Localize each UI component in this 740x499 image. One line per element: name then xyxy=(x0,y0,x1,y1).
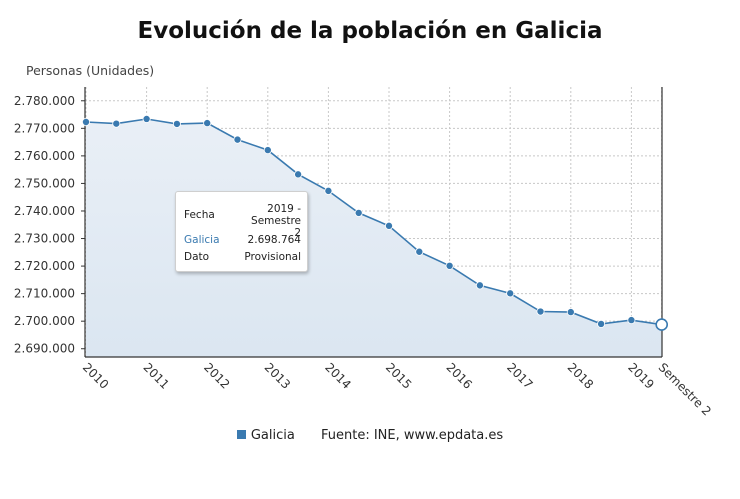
legend-item-galicia[interactable]: Galicia xyxy=(236,428,299,443)
y-axis-ticks: 2.690.000 2.700.000 2.710.000 2.720.000 2.73… xyxy=(14,94,85,356)
tooltip-dato-value: Provisional xyxy=(244,251,301,263)
x-tick-label: Semestre 2 xyxy=(656,360,714,418)
x-axis-ticks: 2010 2011 2012 2013 2014 2015 2016 2017 2018 2019… xyxy=(80,360,714,418)
x-tick-label: 2019 xyxy=(625,360,656,391)
y-tick-label: 2.700.000 xyxy=(14,314,75,328)
series-area-galicia xyxy=(86,119,662,357)
source-text: Fuente: INE, www.epdata.es xyxy=(320,428,504,443)
area-layer xyxy=(86,119,662,357)
data-points xyxy=(82,114,669,331)
data-point xyxy=(445,261,454,270)
data-point xyxy=(475,281,484,290)
y-tick-label: 2.770.000 xyxy=(14,121,75,135)
data-point xyxy=(627,316,636,325)
data-point-highlighted xyxy=(655,318,669,331)
tooltip-fecha-value: 2019 - Semestre 2 xyxy=(215,203,301,239)
x-tick-label: 2012 xyxy=(201,360,232,391)
x-tick-label: 2016 xyxy=(443,360,474,391)
data-point xyxy=(203,119,212,128)
data-point xyxy=(172,119,181,128)
y-tick-label: 2.750.000 xyxy=(14,176,75,190)
y-tick-label: 2.730.000 xyxy=(14,232,75,246)
data-point xyxy=(142,114,151,123)
y-tick-label: 2.690.000 xyxy=(14,342,75,356)
data-tooltip: Fecha 2019 - Semestre 2 Galicia 2.698.76… xyxy=(175,191,308,272)
tooltip-fecha-value-line2: 2 xyxy=(294,227,301,239)
data-point xyxy=(324,186,333,195)
tooltip-fecha-label: Fecha xyxy=(184,209,215,221)
data-point xyxy=(112,119,121,128)
tooltip-series-label: Galicia xyxy=(184,234,220,246)
tooltip-fecha-value-line1: 2019 - Semestre xyxy=(251,203,301,227)
y-tick-label: 2.740.000 xyxy=(14,204,75,218)
x-tick-label: 2014 xyxy=(322,360,353,391)
axes xyxy=(84,87,663,358)
chart-title: Evolución de la población en Galicia xyxy=(137,18,603,44)
y-tick-label: 2.780.000 xyxy=(14,94,75,108)
data-point xyxy=(263,146,272,155)
data-point xyxy=(506,289,515,298)
series-line-galicia xyxy=(85,118,662,326)
data-point xyxy=(536,307,545,316)
data-point xyxy=(354,208,363,217)
data-point xyxy=(415,247,424,256)
y-tick-label: 2.760.000 xyxy=(14,149,75,163)
data-point xyxy=(597,319,606,328)
x-tick-label: 2018 xyxy=(565,360,596,391)
data-point xyxy=(384,221,393,230)
tooltip-dato-label: Dato xyxy=(184,251,210,263)
tooltip-series-value: 2.698.764 xyxy=(247,234,301,246)
chart-legend: Galicia Fuente: INE, www.epdata.es xyxy=(0,428,740,443)
legend-swatch xyxy=(236,430,246,439)
data-point xyxy=(566,308,575,317)
y-tick-label: 2.720.000 xyxy=(14,259,75,273)
data-point xyxy=(82,117,91,126)
legend-series-label: Galicia xyxy=(250,428,295,443)
x-tick-label: 2013 xyxy=(262,360,293,391)
x-tick-label: 2015 xyxy=(383,360,414,391)
y-tick-label: 2.710.000 xyxy=(14,287,75,301)
series-line-layer xyxy=(85,118,662,326)
y-axis-label: Personas (Unidades) xyxy=(26,63,154,78)
data-point xyxy=(233,135,242,144)
x-tick-label: 2011 xyxy=(140,360,171,391)
data-point xyxy=(294,170,303,179)
x-tick-label: 2017 xyxy=(504,360,535,391)
x-tick-label: 2010 xyxy=(80,360,111,391)
